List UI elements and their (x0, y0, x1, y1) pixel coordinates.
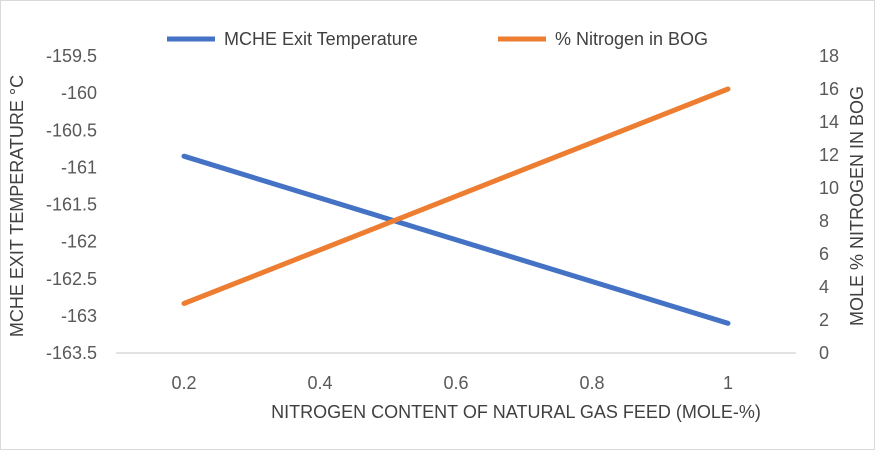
y2-tick-label: 6 (819, 244, 829, 264)
legend-label-nitrogen-in-bog: % Nitrogen in BOG (555, 29, 708, 49)
x-tick-labels: 0.2 0.4 0.6 0.8 1 (171, 373, 733, 393)
series-line-nitrogen-in-bog (181, 86, 731, 306)
x-tick-label: 0.8 (579, 373, 604, 393)
right-y-axis-title: MOLE % NITROGEN IN BOG (847, 86, 867, 326)
y-tick-label: -162.5 (46, 269, 97, 289)
right-y-tick-labels: 0 2 4 6 8 10 12 14 16 18 (819, 46, 839, 363)
y2-tick-label: 2 (819, 310, 829, 330)
y-tick-label: -160.5 (46, 120, 97, 140)
y2-tick-label: 0 (819, 343, 829, 363)
y2-tick-label: 10 (819, 178, 839, 198)
x-axis-title: NITROGEN CONTENT OF NATURAL GAS FEED (MO… (271, 402, 761, 422)
x-tick-label: 0.4 (307, 373, 332, 393)
y-tick-label: -163 (61, 306, 97, 326)
y2-tick-label: 8 (819, 211, 829, 231)
legend-label-mche-exit-temperature: MCHE Exit Temperature (224, 29, 418, 49)
legend: MCHE Exit Temperature % Nitrogen in BOG (167, 29, 708, 49)
series-lines (181, 86, 731, 326)
y-tick-label: -161.5 (46, 195, 97, 215)
x-tick-label: 0.2 (171, 373, 196, 393)
series-line-mche-exit-temperature (181, 153, 731, 326)
y-tick-label: -163.5 (46, 343, 97, 363)
y-tick-label: -160 (61, 83, 97, 103)
x-tick-label: 0.6 (443, 373, 468, 393)
y2-tick-label: 14 (819, 112, 839, 132)
left-y-tick-labels: -159.5 -160 -160.5 -161 -161.5 -162 -162.5 -163… (46, 46, 97, 363)
y2-tick-label: 12 (819, 145, 839, 165)
y2-tick-label: 18 (819, 46, 839, 66)
y-tick-label: -162 (61, 232, 97, 252)
left-y-axis-title: MCHE EXIT TEMPERATURE °C (7, 75, 27, 337)
x-tick-label: 1 (723, 373, 733, 393)
y2-tick-label: 16 (819, 79, 839, 99)
y-tick-label: -161 (61, 157, 97, 177)
y-tick-label: -159.5 (46, 46, 97, 66)
y2-tick-label: 4 (819, 277, 829, 297)
